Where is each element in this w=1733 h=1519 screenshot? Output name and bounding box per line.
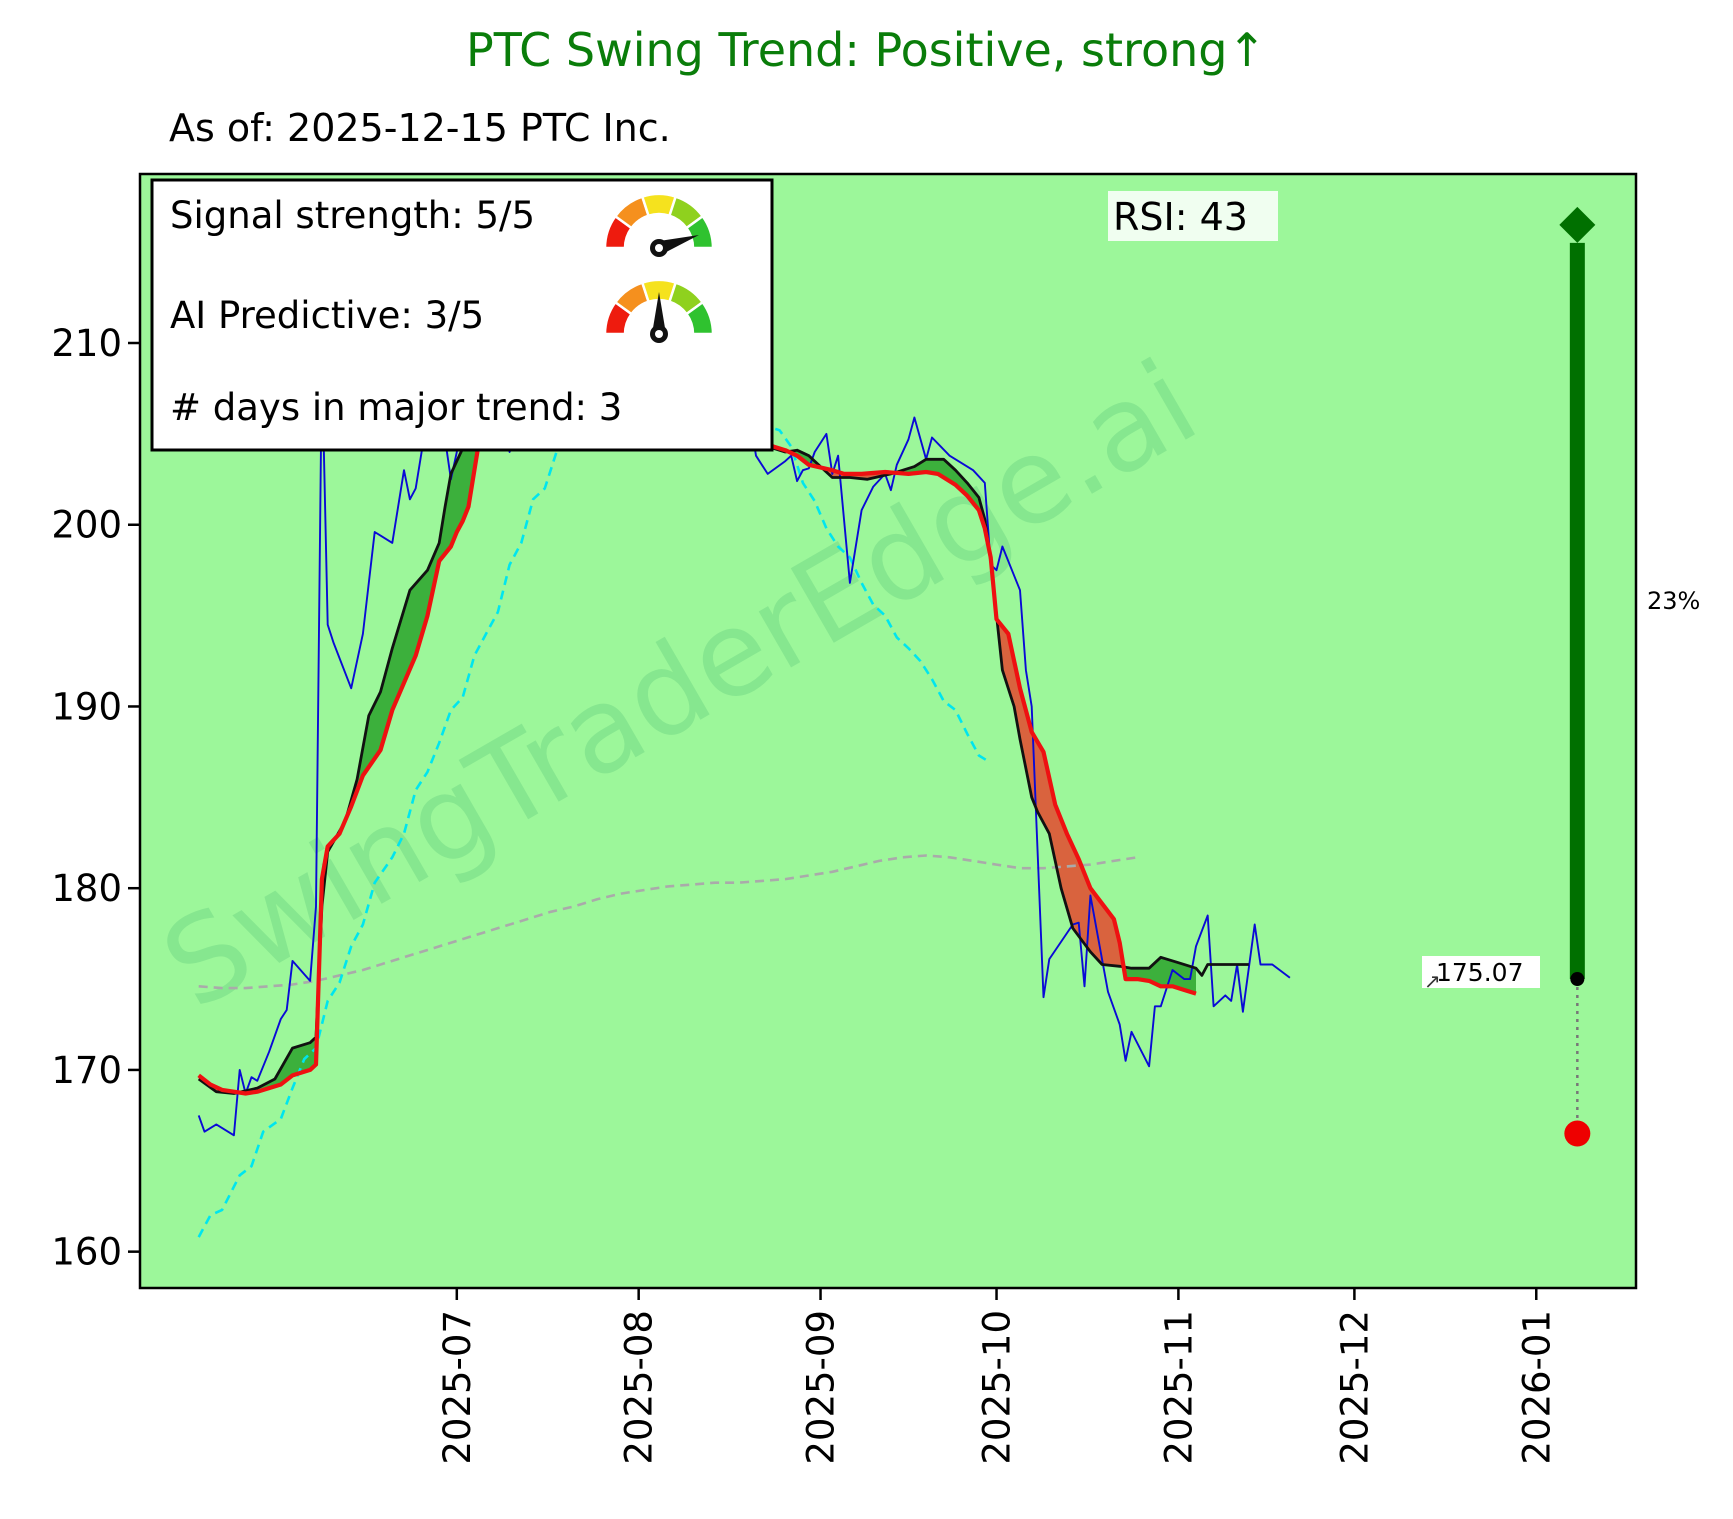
y-tick-label: 190	[51, 685, 122, 728]
long-ma-line	[198, 854, 1138, 990]
y-tick-label: 180	[51, 867, 122, 910]
x-tick-label: 2025-12	[1333, 1310, 1376, 1465]
last-price-box	[1422, 956, 1540, 988]
x-tick-label: 2025-11	[1157, 1310, 1200, 1465]
ai-predictive-label: AI Predictive: 3/5	[170, 294, 484, 337]
x-tick-label: 2025-10	[976, 1310, 1019, 1465]
rsi-label-background	[1108, 191, 1278, 241]
uptrend-fill-region	[1124, 957, 1196, 994]
days-in-trend-label: # days in major trend: 3	[170, 386, 622, 429]
plot-frame	[138, 172, 1638, 1290]
info-box: Signal strength: 5/5 AI Predictive: 3/5 …	[150, 178, 774, 452]
target-projection	[1559, 206, 1596, 1147]
target-percent-label: 23%	[1647, 587, 1700, 615]
rsi-label: RSI: 43	[1113, 195, 1248, 239]
gauge-hub-center	[655, 244, 663, 252]
signal-strength-label: Signal strength: 5/5	[170, 194, 535, 237]
uptrend-fill-region	[239, 925, 321, 1094]
last-price-label: 175.07	[1436, 958, 1523, 987]
chart-title: PTC Swing Trend: Positive, strong↑	[466, 23, 1266, 77]
y-tick-label: 160	[51, 1231, 122, 1274]
y-tick-label: 170	[51, 1049, 122, 1092]
gauge-segment	[684, 214, 715, 250]
x-tick-label: 2025-07	[436, 1310, 479, 1465]
target-diamond-icon	[1559, 206, 1596, 243]
y-tick-label: 210	[51, 322, 122, 365]
last-price-arrow-icon: ↗	[1424, 969, 1441, 993]
gauge-segment	[684, 300, 715, 336]
ai-predictive-gauge-icon	[603, 278, 715, 343]
x-tick-label: 2026-01	[1515, 1310, 1558, 1465]
downtrend-fill-region	[998, 621, 1125, 970]
axes: 160 170 180 190 200 210 2025-07 2025-08 2025-09 2…	[51, 322, 1558, 1465]
y-tick-label: 200	[51, 504, 122, 547]
gauge-needle	[652, 292, 666, 334]
price-line	[197, 360, 1291, 1137]
x-tick-label: 2025-09	[800, 1310, 843, 1465]
stop-level-marker	[1564, 1120, 1591, 1147]
x-tick-label: 2025-08	[618, 1310, 661, 1465]
chart-subtitle: As of: 2025-12-15 PTC Inc.	[169, 106, 671, 150]
gauge-hub-center	[655, 330, 663, 338]
signal-strength-gauge-icon	[603, 192, 715, 257]
current-price-marker	[1570, 972, 1585, 987]
